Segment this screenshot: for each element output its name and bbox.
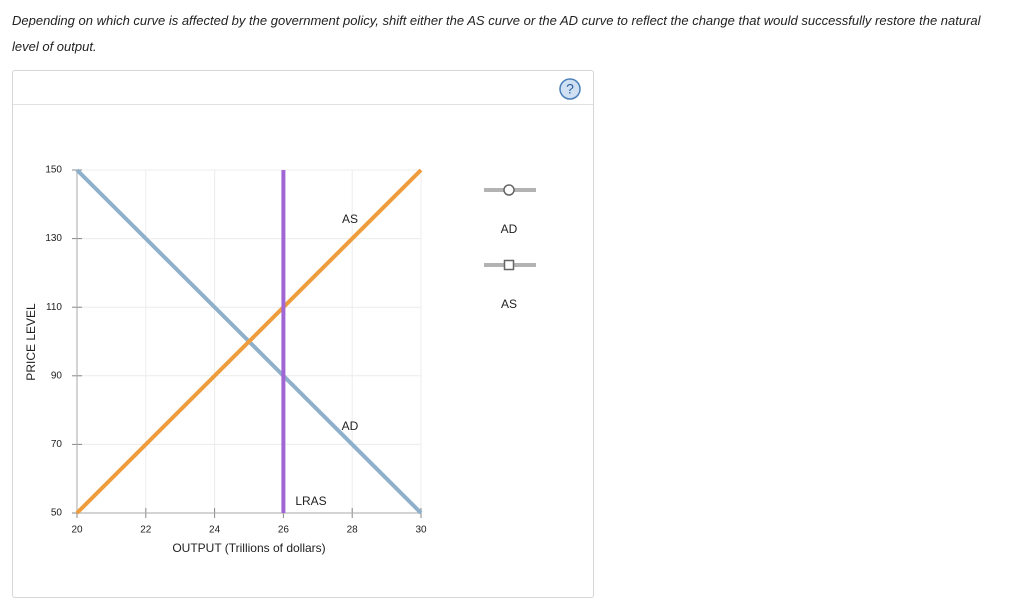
tool-label[interactable]: AS xyxy=(501,297,517,311)
y-tick-label: 110 xyxy=(46,302,62,313)
x-tick-label: 30 xyxy=(415,525,427,536)
curve-label: LRAS xyxy=(295,494,326,508)
graph-panel xyxy=(12,70,594,598)
help-icon[interactable]: ? xyxy=(566,81,574,97)
curve-label: AS xyxy=(342,212,358,226)
y-tick-label: 90 xyxy=(51,370,63,381)
curve xyxy=(75,168,423,515)
y-axis-label: PRICE LEVEL xyxy=(24,303,38,381)
x-tick-label: 28 xyxy=(347,525,359,536)
instructions: Depending on which curve is affected by … xyxy=(12,13,981,54)
curve-label: AD xyxy=(342,419,359,433)
x-tick-label: 20 xyxy=(71,525,83,536)
tool-label[interactable]: AD xyxy=(501,222,518,236)
x-tick-label: 22 xyxy=(140,525,152,536)
x-axis-label: OUTPUT (Trillions of dollars) xyxy=(172,541,325,555)
x-tick-label: 26 xyxy=(278,525,290,536)
plot-area: 50 70 90 110 130 150 20 22 24 26 28 30 xyxy=(45,165,427,536)
y-tick-label: 150 xyxy=(45,165,62,176)
x-tick-label: 24 xyxy=(209,525,221,536)
help-button[interactable] xyxy=(559,78,581,100)
y-tick-label: 130 xyxy=(45,233,62,244)
y-tick-label: 70 xyxy=(51,439,63,450)
as-tool-handle[interactable] xyxy=(503,259,515,271)
panel-header-divider xyxy=(13,104,593,105)
y-tick-label: 50 xyxy=(51,508,63,519)
ad-tool-handle[interactable] xyxy=(503,184,515,196)
